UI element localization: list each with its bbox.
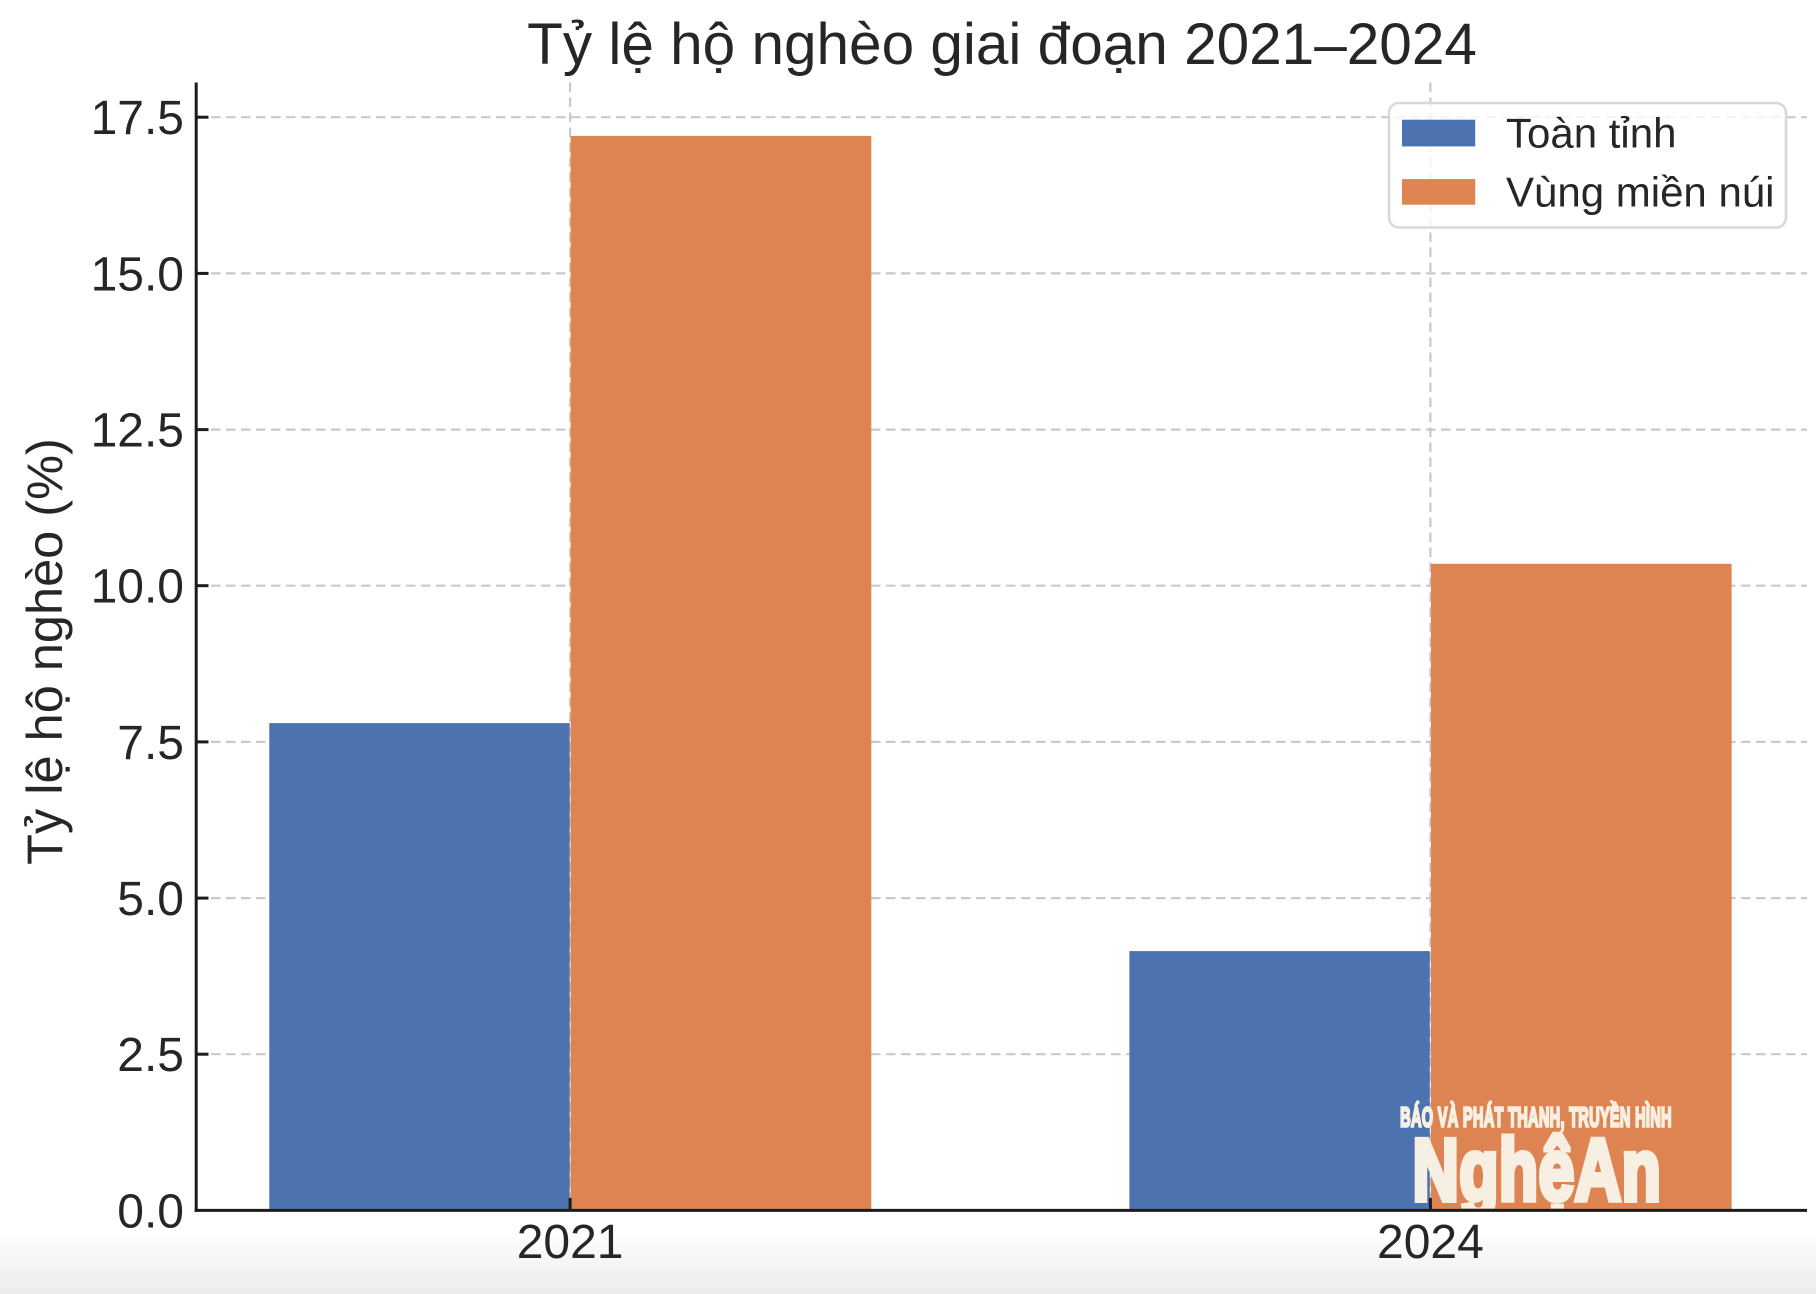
svg-text:2024: 2024: [1377, 1216, 1484, 1269]
svg-text:12.5: 12.5: [91, 405, 184, 458]
svg-text:Tỷ lệ hộ nghèo (%): Tỷ lệ hộ nghèo (%): [16, 438, 73, 865]
svg-text:Vùng miền núi: Vùng miền núi: [1506, 168, 1775, 215]
svg-text:Tỷ lệ hộ nghèo giai đoạn 2021–: Tỷ lệ hộ nghèo giai đoạn 2021–2024: [527, 12, 1477, 77]
svg-text:2021: 2021: [517, 1216, 624, 1269]
svg-text:2.5: 2.5: [117, 1029, 184, 1082]
svg-text:10.0: 10.0: [91, 561, 184, 614]
svg-text:Toàn tỉnh: Toàn tỉnh: [1506, 110, 1676, 157]
svg-text:0.0: 0.0: [117, 1185, 184, 1238]
svg-text:BÁO VÀ PHÁT THANH, TRUYỀN HÌNH: BÁO VÀ PHÁT THANH, TRUYỀN HÌNH: [1400, 1102, 1672, 1133]
svg-text:5.0: 5.0: [117, 873, 184, 926]
svg-text:15.0: 15.0: [91, 248, 184, 301]
svg-text:NghệAn: NghệAn: [1413, 1122, 1662, 1219]
svg-text:7.5: 7.5: [117, 717, 184, 770]
svg-text:17.5: 17.5: [91, 92, 184, 145]
